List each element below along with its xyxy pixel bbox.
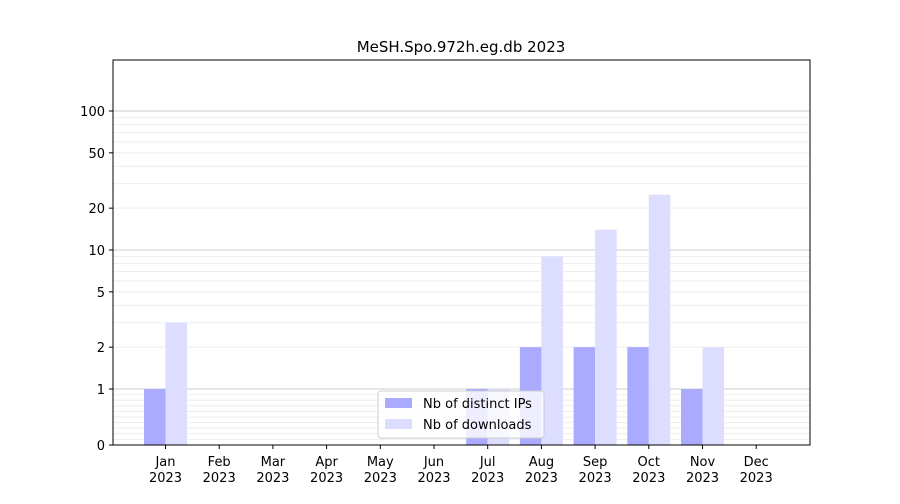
x-axis: Jan2023Feb2023Mar2023Apr2023May2023Jun20… xyxy=(149,445,773,486)
bar-downloads-oct xyxy=(648,194,671,445)
y-tick-label: 2 xyxy=(97,341,105,356)
y-tick-label: 20 xyxy=(88,202,105,217)
x-tick-label-month: Apr xyxy=(315,455,338,470)
x-tick-label-year: 2023 xyxy=(310,471,343,486)
y-tick-label: 1 xyxy=(97,383,105,398)
x-tick-label-month: Mar xyxy=(261,455,286,470)
y-tick-label: 50 xyxy=(88,147,105,162)
y-tick-label: 0 xyxy=(97,439,105,454)
bar-downloads-nov xyxy=(702,347,724,445)
legend-swatch xyxy=(385,419,412,429)
x-tick-label-year: 2023 xyxy=(149,471,182,486)
legend-swatch xyxy=(385,398,412,408)
x-tick-label-year: 2023 xyxy=(256,471,289,486)
x-tick-label-year: 2023 xyxy=(417,471,450,486)
x-tick-label-month: Jul xyxy=(479,455,496,470)
x-tick-label-year: 2023 xyxy=(471,471,504,486)
y-tick-label: 100 xyxy=(80,105,105,120)
x-tick-label-month: Nov xyxy=(690,455,716,470)
x-tick-label-month: Sep xyxy=(583,455,608,470)
x-tick-label-year: 2023 xyxy=(364,471,397,486)
bar-distinct-ips-oct xyxy=(627,347,649,445)
bar-downloads-jan xyxy=(165,322,187,445)
x-tick-label-month: Aug xyxy=(529,455,554,470)
x-tick-label-year: 2023 xyxy=(203,471,236,486)
bar-downloads-sep xyxy=(595,229,617,445)
x-tick-label-month: May xyxy=(367,455,394,470)
x-tick-label-year: 2023 xyxy=(740,471,773,486)
x-tick-label-year: 2023 xyxy=(686,471,719,486)
x-tick-label-month: Oct xyxy=(638,455,660,470)
x-tick-label-month: Jan xyxy=(154,455,175,470)
plot-frame xyxy=(112,59,811,446)
bar-distinct-ips-nov xyxy=(681,389,703,445)
x-tick-label-year: 2023 xyxy=(632,471,665,486)
legend: Nb of distinct IPs Nb of downloads xyxy=(377,390,545,439)
bar-distinct-ips-sep xyxy=(573,347,596,445)
legend-box xyxy=(377,390,545,439)
legend-label: Nb of downloads xyxy=(423,418,532,433)
legend-label: Nb of distinct IPs xyxy=(423,397,532,412)
bar-distinct-ips-jan xyxy=(144,389,166,445)
x-tick-label-year: 2023 xyxy=(579,471,612,486)
gridlines xyxy=(113,110,810,440)
bar-downloads-aug xyxy=(541,256,563,445)
x-tick-label-month: Jun xyxy=(423,455,444,470)
x-tick-label-year: 2023 xyxy=(525,471,558,486)
y-tick-label: 5 xyxy=(97,286,105,301)
y-tick-label: 10 xyxy=(88,244,105,259)
x-tick-label-month: Dec xyxy=(744,455,769,470)
y-axis: 0 1 2 5 10 20 50 100 xyxy=(80,105,113,454)
x-tick-label-month: Feb xyxy=(208,455,231,470)
chart-title: MeSH.Spo.972h.eg.db 2023 xyxy=(357,38,566,56)
